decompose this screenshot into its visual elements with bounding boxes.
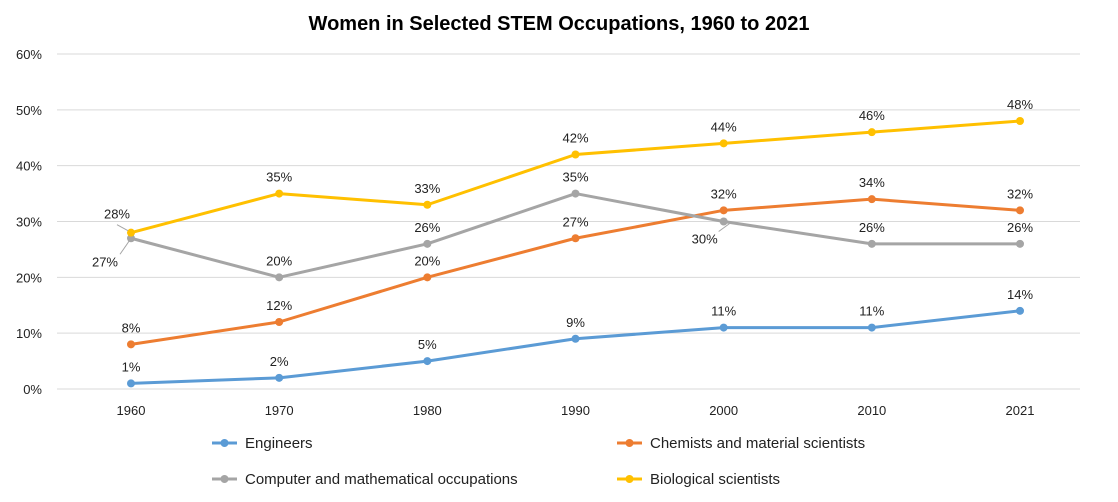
data-label: 30% bbox=[692, 232, 718, 247]
data-label: 27% bbox=[92, 254, 118, 269]
legend-label: Chemists and material scientists bbox=[650, 435, 865, 452]
data-point bbox=[719, 217, 728, 226]
data-label: 20% bbox=[266, 253, 292, 268]
legend-label: Engineers bbox=[245, 435, 313, 452]
data-label: 26% bbox=[1007, 220, 1033, 235]
data-label: 12% bbox=[266, 298, 292, 313]
y-tick-label: 40% bbox=[16, 159, 42, 174]
data-label: 11% bbox=[859, 304, 884, 319]
legend-swatch-marker bbox=[625, 439, 634, 447]
data-point bbox=[571, 150, 580, 159]
data-point bbox=[127, 379, 135, 388]
data-label: 1% bbox=[122, 359, 141, 374]
y-tick-label: 10% bbox=[16, 326, 42, 341]
data-point bbox=[867, 239, 876, 248]
x-tick-label: 1960 bbox=[117, 403, 146, 418]
data-label: 27% bbox=[562, 214, 588, 229]
series-0 bbox=[127, 306, 1024, 388]
y-tick-label: 0% bbox=[23, 382, 42, 397]
data-label: 5% bbox=[418, 337, 437, 352]
data-point bbox=[1016, 206, 1024, 215]
x-tick-label: 2010 bbox=[857, 403, 886, 418]
legend: Engineers Chemists and material scientist… bbox=[212, 435, 865, 488]
legend-item: Chemists and material scientists bbox=[617, 435, 865, 452]
data-point bbox=[275, 318, 284, 326]
data-label: 8% bbox=[122, 320, 141, 335]
data-point bbox=[1016, 117, 1024, 125]
x-axis: 1960 1970 1980 1990 2000 2010 2021 bbox=[117, 403, 1035, 418]
legend-swatch-marker bbox=[220, 439, 229, 447]
data-point bbox=[719, 323, 728, 332]
legend-label: Biological scientists bbox=[650, 471, 780, 488]
data-point bbox=[275, 373, 284, 382]
data-label: 32% bbox=[1007, 186, 1033, 201]
data-point bbox=[867, 195, 876, 204]
data-point bbox=[275, 273, 284, 282]
data-label: 42% bbox=[562, 131, 588, 146]
data-label: 46% bbox=[859, 108, 885, 123]
data-label: 35% bbox=[266, 170, 292, 185]
data-point bbox=[423, 273, 432, 282]
series-layer bbox=[127, 117, 1024, 388]
data-point bbox=[423, 357, 432, 366]
x-tick-label: 1970 bbox=[265, 403, 294, 418]
data-label: 20% bbox=[414, 253, 440, 268]
data-label: 48% bbox=[1007, 97, 1033, 112]
chart-title: Women in Selected STEM Occupations, 1960… bbox=[309, 13, 810, 35]
data-label: 26% bbox=[859, 220, 885, 235]
data-label: 9% bbox=[566, 315, 585, 330]
data-point bbox=[867, 323, 876, 332]
leader-line bbox=[718, 223, 730, 232]
legend-label: Computer and mathematical occupations bbox=[245, 471, 518, 488]
data-point bbox=[1016, 306, 1024, 315]
data-labels: 1% 2% 5% 9% 11% 11% 14% 8% 12% 20% 27% 32% 34% 32% 27%… bbox=[92, 97, 1033, 374]
y-tick-label: 60% bbox=[16, 47, 42, 62]
data-point bbox=[719, 139, 728, 148]
y-tick-label: 50% bbox=[16, 103, 42, 118]
data-point bbox=[1016, 239, 1024, 248]
data-point bbox=[571, 189, 580, 198]
data-point bbox=[423, 200, 432, 209]
data-label: 33% bbox=[414, 181, 440, 196]
y-tick-label: 20% bbox=[16, 270, 42, 285]
legend-item: Computer and mathematical occupations bbox=[212, 471, 518, 488]
x-tick-label: 2021 bbox=[1006, 403, 1035, 418]
data-point bbox=[571, 334, 580, 343]
data-point bbox=[423, 239, 432, 248]
data-label: 2% bbox=[270, 354, 289, 369]
data-point bbox=[127, 234, 135, 243]
data-label: 28% bbox=[104, 207, 130, 222]
series-1 bbox=[127, 195, 1024, 349]
y-tick-label: 30% bbox=[16, 215, 42, 230]
x-tick-label: 2000 bbox=[709, 403, 738, 418]
data-label: 14% bbox=[1007, 287, 1033, 302]
data-label: 44% bbox=[711, 119, 737, 134]
legend-item: Biological scientists bbox=[617, 471, 780, 488]
legend-swatch-marker bbox=[625, 475, 634, 483]
data-point bbox=[719, 206, 728, 215]
y-axis: 0% 10% 20% 30% 40% 50% 60% bbox=[16, 47, 42, 397]
legend-item: Engineers bbox=[212, 435, 313, 452]
data-point bbox=[867, 128, 876, 137]
data-label: 35% bbox=[562, 170, 588, 185]
x-tick-label: 1990 bbox=[561, 403, 590, 418]
data-label: 32% bbox=[711, 186, 737, 201]
leader-line bbox=[119, 240, 130, 255]
legend-swatch-marker bbox=[220, 475, 229, 483]
data-label: 26% bbox=[414, 220, 440, 235]
data-point bbox=[127, 228, 135, 237]
data-point bbox=[127, 340, 135, 349]
leader-line bbox=[116, 224, 129, 232]
data-point bbox=[571, 234, 580, 243]
gridlines bbox=[57, 53, 1080, 390]
data-point bbox=[275, 189, 284, 198]
series-3 bbox=[127, 117, 1024, 237]
x-tick-label: 1980 bbox=[413, 403, 442, 418]
series-2 bbox=[127, 189, 1024, 282]
data-label: 11% bbox=[711, 304, 736, 319]
data-label: 34% bbox=[859, 175, 885, 190]
